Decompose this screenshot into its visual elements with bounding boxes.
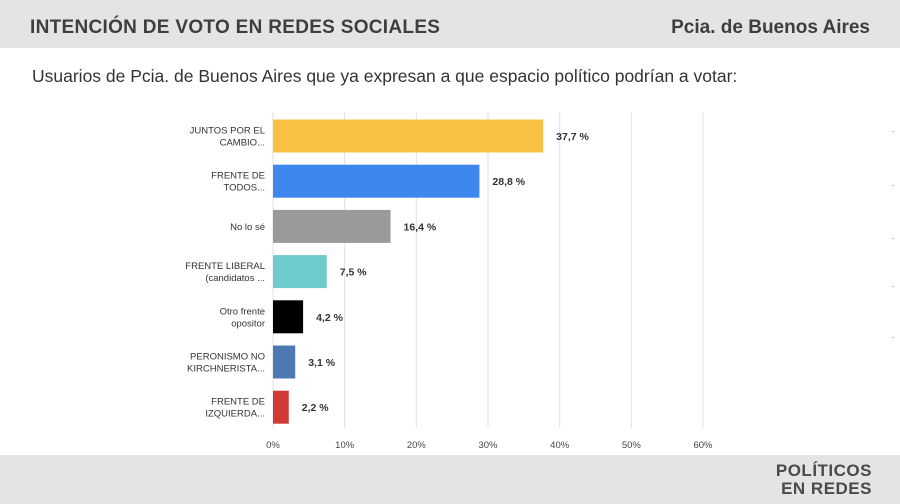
bar [273, 390, 289, 424]
header-bar [0, 0, 900, 48]
bar [273, 164, 480, 198]
tick-label: 60% [693, 440, 713, 451]
bar [273, 300, 304, 334]
tick-label: 40% [550, 440, 570, 451]
logo-line-1: POLÍTICOS [775, 461, 872, 480]
tick-label: 30% [478, 440, 498, 451]
page-title: INTENCIÓN DE VOTO EN REDES SOCIALES [30, 17, 441, 38]
category-label: FRENTE DE TODOS... [211, 171, 265, 194]
chart-bars [273, 119, 544, 424]
value-label: 28,8 % [492, 176, 525, 188]
value-label: 16,4 % [404, 221, 437, 233]
value-label: 7,5 % [340, 267, 368, 279]
value-label: 3,1 % [308, 357, 336, 369]
bar [273, 119, 544, 153]
bar [273, 255, 327, 289]
category-label: PERONISMO NO KIRCHNERISTA... [187, 352, 265, 375]
tick-label: 20% [407, 440, 427, 451]
category-label: FRENTE LIBERAL (candidatos ... [185, 261, 265, 284]
value-labels: 37,7 % 28,8 % 16,4 % 7,5 % 4,2 % 3,1 % 2,2 % [302, 131, 590, 414]
logo-line-2: EN REDES [781, 479, 872, 498]
category-label: FRENTE DE IZQUIERDA... [205, 397, 265, 420]
category-labels: JUNTOS POR EL CAMBIO... FRENTE DE TODOS... N… [185, 126, 265, 420]
category-label: JUNTOS POR EL CAMBIO... [190, 126, 265, 149]
politicos-en-redes-logo: POLÍTICOS EN REDES [752, 460, 872, 500]
tick-labels: 0% 10% 20% 30% 40% 50% 60% [266, 440, 713, 451]
chart-subtitle: Usuarios de Pcia. de Buenos Aires que ya… [32, 66, 738, 86]
bar [273, 209, 391, 243]
tick-label: 10% [335, 440, 355, 451]
footer-bar [0, 455, 900, 504]
bar [273, 345, 296, 379]
value-label: 2,2 % [302, 402, 330, 414]
tick-label: 50% [622, 440, 642, 451]
category-label: Otro frente opositor [220, 306, 265, 329]
category-label: No lo sé [230, 222, 265, 233]
tick-label: 0% [266, 440, 280, 451]
value-label: 37,7 % [556, 131, 589, 143]
bar-chart: JUNTOS POR EL CAMBIO... FRENTE DE TODOS... N… [185, 112, 713, 451]
value-label: 4,2 % [316, 312, 344, 324]
region-title: Pcia. de Buenos Aires [671, 17, 870, 38]
chart-grid [272, 112, 704, 428]
